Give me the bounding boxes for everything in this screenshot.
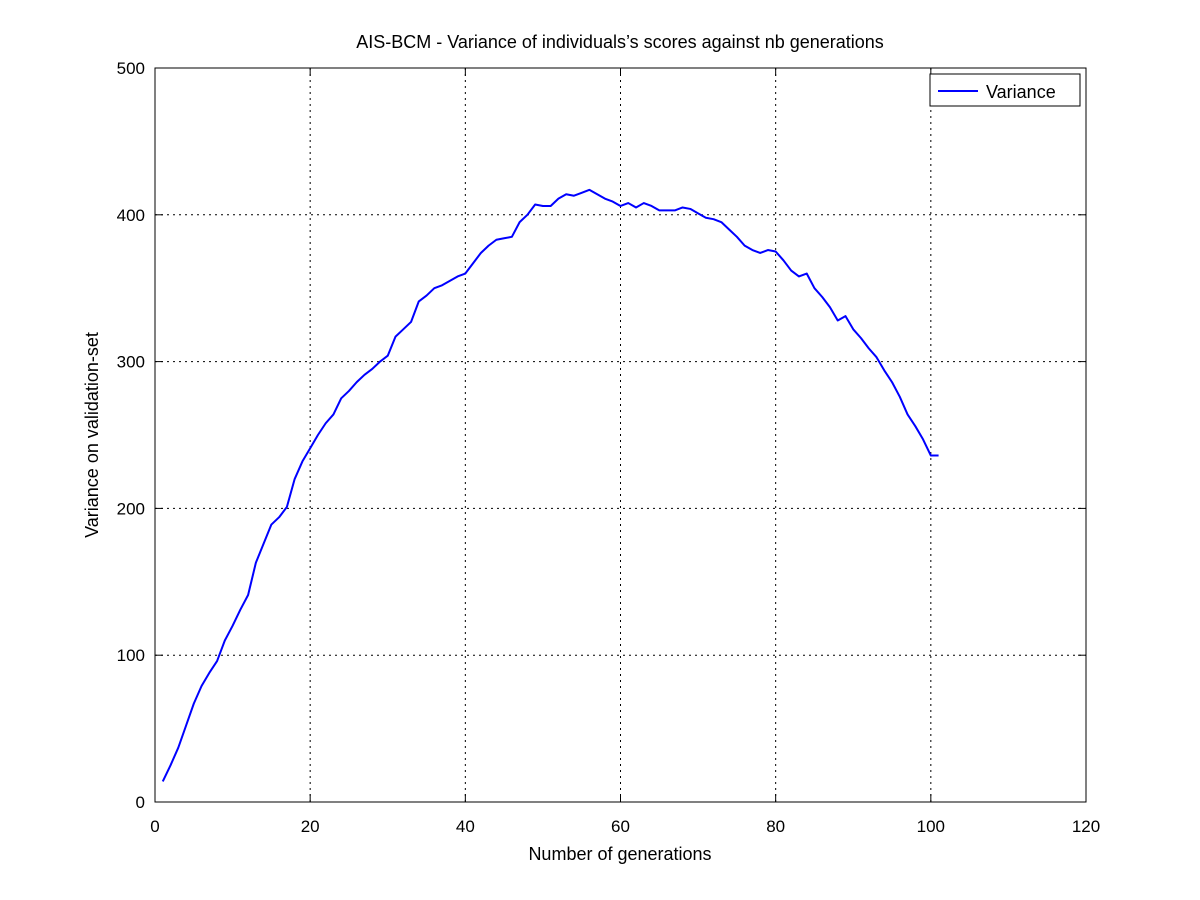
axis-ticks xyxy=(154,67,1087,803)
tick-labels: 0 20 40 60 80 100 120 0 100 200 300 400 500 xyxy=(117,59,1101,836)
y-axis-label: Variance on validation-set xyxy=(82,332,102,538)
chart-title: AIS-BCM - Variance of individuals’s scor… xyxy=(356,32,884,52)
x-tick-label: 40 xyxy=(456,817,475,836)
series-layer xyxy=(161,188,939,782)
x-tick-label: 100 xyxy=(917,817,945,836)
series-line-variance xyxy=(161,188,939,782)
x-tick-label: 80 xyxy=(766,817,785,836)
legend: Variance xyxy=(929,73,1081,107)
y-tick-label: 300 xyxy=(117,353,145,372)
y-tick-label: 500 xyxy=(117,59,145,78)
y-tick-label: 0 xyxy=(136,793,145,812)
x-tick-label: 60 xyxy=(611,817,630,836)
y-tick-label: 400 xyxy=(117,206,145,225)
x-tick-label: 20 xyxy=(301,817,320,836)
x-axis-label: Number of generations xyxy=(528,844,711,864)
legend-label-variance: Variance xyxy=(986,82,1056,102)
x-tick-label: 120 xyxy=(1072,817,1100,836)
y-tick-label: 200 xyxy=(117,499,145,518)
x-tick-label: 0 xyxy=(150,817,159,836)
grid xyxy=(155,68,1086,802)
y-tick-label: 100 xyxy=(117,646,145,665)
